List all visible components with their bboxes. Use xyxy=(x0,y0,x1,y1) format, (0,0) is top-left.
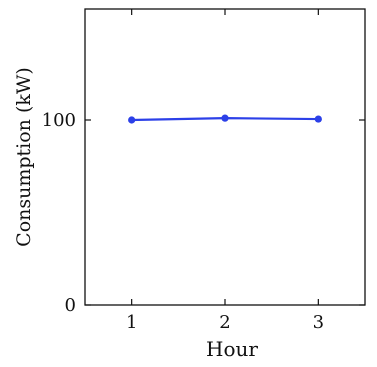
data-point xyxy=(314,115,322,123)
x-tick-label: 2 xyxy=(219,312,230,333)
y-tick-label: 0 xyxy=(65,295,76,316)
y-tick-label: 100 xyxy=(42,110,76,131)
x-axis-ticks: 1 2 3 xyxy=(126,9,324,333)
x-axis-label: Hour xyxy=(206,337,258,361)
x-tick-label: 1 xyxy=(126,312,137,333)
data-point xyxy=(221,114,229,122)
y-axis-label: Consumption (kW) xyxy=(13,67,35,247)
data-point xyxy=(128,116,136,124)
series-group xyxy=(128,114,322,124)
plot-area xyxy=(84,8,366,306)
y-axis-ticks: 0 100 xyxy=(42,110,365,316)
x-tick-label: 3 xyxy=(313,312,324,333)
